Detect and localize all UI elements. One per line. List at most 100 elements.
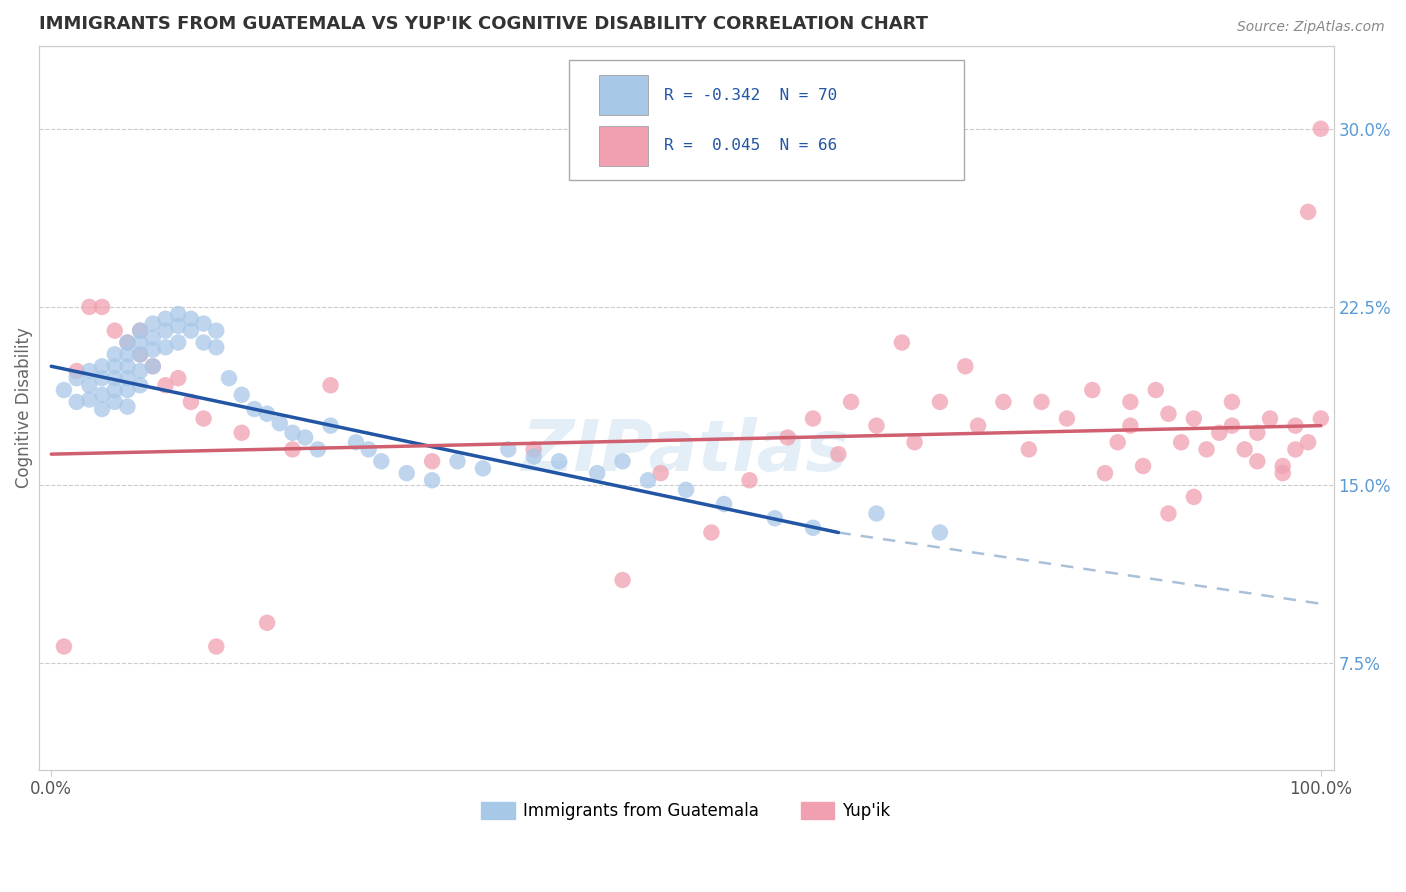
Point bbox=[79, 364, 101, 378]
Text: IMMIGRANTS FROM GUATEMALA VS YUP'IK COGNITIVE DISABILITY CORRELATION CHART: IMMIGRANTS FROM GUATEMALA VS YUP'IK COGN… bbox=[38, 15, 928, 33]
Point bbox=[79, 300, 101, 314]
Point bbox=[91, 402, 114, 417]
Point bbox=[79, 378, 101, 392]
Point bbox=[155, 378, 177, 392]
Point bbox=[117, 371, 139, 385]
Point bbox=[929, 525, 952, 540]
Point bbox=[637, 473, 659, 487]
Point bbox=[1246, 425, 1268, 440]
Point bbox=[129, 378, 152, 392]
Point bbox=[1208, 425, 1230, 440]
Point bbox=[205, 640, 228, 654]
Point bbox=[801, 411, 824, 425]
Point bbox=[650, 466, 672, 480]
Point bbox=[142, 317, 165, 331]
Point bbox=[776, 430, 799, 444]
Point bbox=[1284, 442, 1306, 457]
Point bbox=[1144, 383, 1167, 397]
Text: Source: ZipAtlas.com: Source: ZipAtlas.com bbox=[1237, 20, 1385, 34]
Point bbox=[193, 411, 215, 425]
Point bbox=[167, 371, 190, 385]
Point bbox=[167, 307, 190, 321]
Point bbox=[281, 442, 304, 457]
Point bbox=[52, 640, 75, 654]
Point bbox=[827, 447, 849, 461]
Point bbox=[91, 371, 114, 385]
Point bbox=[523, 450, 546, 464]
Point bbox=[1258, 411, 1281, 425]
Point bbox=[395, 466, 418, 480]
Point bbox=[1220, 418, 1243, 433]
Point bbox=[294, 430, 316, 444]
Point bbox=[117, 347, 139, 361]
Point bbox=[993, 395, 1015, 409]
Point bbox=[675, 483, 697, 497]
Point bbox=[91, 300, 114, 314]
Point bbox=[167, 335, 190, 350]
FancyBboxPatch shape bbox=[599, 75, 648, 115]
Point bbox=[1094, 466, 1116, 480]
Point bbox=[193, 335, 215, 350]
FancyBboxPatch shape bbox=[569, 60, 965, 179]
Point bbox=[319, 378, 342, 392]
Point bbox=[763, 511, 786, 525]
Point bbox=[1271, 466, 1294, 480]
Point bbox=[738, 473, 761, 487]
Point bbox=[498, 442, 520, 457]
Point bbox=[1233, 442, 1256, 457]
Point bbox=[129, 347, 152, 361]
Point bbox=[180, 311, 202, 326]
Point bbox=[129, 324, 152, 338]
Point bbox=[319, 418, 342, 433]
Point bbox=[1018, 442, 1040, 457]
Point bbox=[1056, 411, 1078, 425]
Point bbox=[142, 331, 165, 345]
Point bbox=[801, 521, 824, 535]
Point bbox=[1081, 383, 1104, 397]
Point bbox=[155, 311, 177, 326]
Point bbox=[1246, 454, 1268, 468]
Point bbox=[1157, 407, 1180, 421]
Point bbox=[370, 454, 392, 468]
Legend: Immigrants from Guatemala, Yup'ik: Immigrants from Guatemala, Yup'ik bbox=[475, 796, 897, 827]
Point bbox=[929, 395, 952, 409]
Point bbox=[890, 335, 912, 350]
Point bbox=[218, 371, 240, 385]
Point bbox=[903, 435, 925, 450]
Point bbox=[307, 442, 329, 457]
Point bbox=[700, 525, 723, 540]
Point bbox=[256, 407, 278, 421]
Point bbox=[104, 383, 127, 397]
Point bbox=[104, 395, 127, 409]
Point bbox=[91, 388, 114, 402]
Point bbox=[129, 335, 152, 350]
Point bbox=[1157, 507, 1180, 521]
Point bbox=[205, 324, 228, 338]
Point bbox=[420, 454, 443, 468]
Point bbox=[1182, 490, 1205, 504]
Point bbox=[612, 454, 634, 468]
Point bbox=[66, 371, 89, 385]
Point bbox=[104, 347, 127, 361]
Text: R =  0.045  N = 66: R = 0.045 N = 66 bbox=[664, 138, 837, 153]
Point bbox=[1132, 458, 1154, 473]
Point bbox=[167, 318, 190, 333]
Point bbox=[104, 324, 127, 338]
Text: ZIPatlas: ZIPatlas bbox=[523, 417, 849, 486]
Point bbox=[1182, 411, 1205, 425]
Point bbox=[117, 359, 139, 374]
Point bbox=[344, 435, 367, 450]
Text: R = -0.342  N = 70: R = -0.342 N = 70 bbox=[664, 87, 837, 103]
Point bbox=[104, 371, 127, 385]
Point bbox=[865, 418, 887, 433]
Point bbox=[231, 388, 253, 402]
Point bbox=[66, 395, 89, 409]
Point bbox=[180, 324, 202, 338]
Point bbox=[52, 383, 75, 397]
Point bbox=[129, 364, 152, 378]
Point bbox=[231, 425, 253, 440]
Point bbox=[129, 324, 152, 338]
Point bbox=[1195, 442, 1218, 457]
Point bbox=[205, 340, 228, 354]
Point bbox=[142, 359, 165, 374]
